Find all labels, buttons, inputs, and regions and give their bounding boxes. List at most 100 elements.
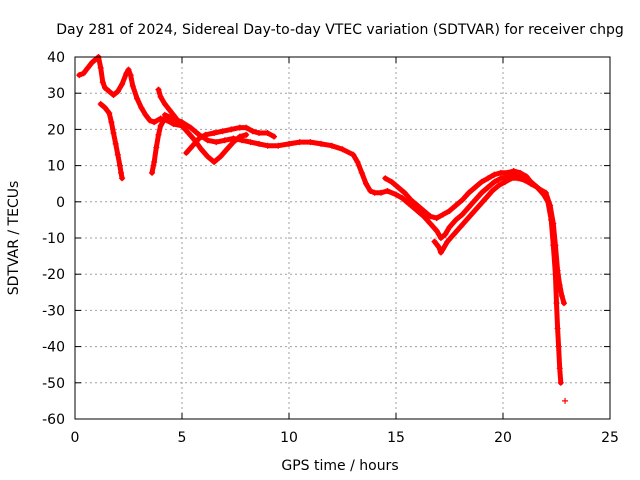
- data-point: [275, 142, 282, 149]
- data-point: [138, 104, 145, 111]
- data-point: [101, 84, 108, 91]
- data-point: [459, 196, 466, 203]
- data-point: [328, 142, 335, 149]
- data-point: [437, 235, 444, 241]
- x-tick-label: 25: [601, 430, 619, 446]
- data-point: [395, 184, 402, 191]
- data-point: [527, 180, 534, 187]
- data-point: [433, 215, 440, 222]
- y-tick-label: 40: [47, 50, 65, 66]
- data-point: [84, 64, 91, 71]
- data-point: [157, 93, 164, 100]
- data-point: [420, 213, 427, 220]
- data-point: [204, 153, 211, 160]
- data-point: [557, 379, 564, 386]
- data-point: [256, 140, 263, 147]
- data-point: [264, 142, 271, 149]
- data-point: [187, 124, 194, 131]
- data-point: [497, 175, 504, 182]
- data-point: [101, 104, 108, 111]
- y-tick-label: -60: [42, 412, 65, 428]
- data-point: [123, 70, 130, 77]
- data-point: [307, 139, 314, 146]
- data-point: [80, 70, 87, 77]
- data-point: [407, 196, 414, 203]
- data-point: [149, 169, 156, 176]
- x-tick-label: 10: [280, 430, 298, 446]
- y-axis-label: SDTVAR / TECUs: [6, 181, 22, 296]
- data-point: [504, 169, 511, 176]
- y-tick-label: -20: [42, 267, 65, 283]
- data-point: [560, 300, 567, 307]
- data-point: [427, 213, 434, 220]
- data-point: [472, 184, 479, 191]
- data-point: [514, 175, 521, 182]
- data-point: [236, 124, 243, 131]
- data-point: [382, 175, 389, 182]
- data-point: [378, 189, 385, 196]
- data-point: [217, 153, 224, 160]
- y-tick-label: 0: [56, 195, 65, 211]
- y-tick-label: -40: [42, 340, 65, 356]
- data-point: [151, 119, 158, 126]
- data-point: [491, 171, 498, 178]
- data-point: [271, 133, 278, 140]
- data-point: [146, 117, 153, 124]
- data-point: [318, 140, 325, 147]
- data-point: [463, 216, 470, 223]
- x-tick-label: 5: [178, 430, 187, 446]
- data-point: [129, 82, 136, 89]
- data-point: [110, 92, 117, 99]
- data-point: [358, 169, 365, 176]
- data-point: [213, 139, 220, 146]
- data-point: [219, 128, 226, 135]
- data-point: [384, 187, 391, 194]
- data-point: [446, 224, 453, 231]
- data-point: [116, 162, 123, 169]
- data-point: [119, 81, 126, 88]
- data-point: [540, 191, 547, 198]
- x-tick-label: 20: [494, 430, 512, 446]
- data-point: [534, 184, 541, 191]
- data-point: [521, 177, 528, 184]
- data-point: [108, 119, 115, 126]
- data-point: [134, 95, 141, 102]
- series-trace-arc-2: [98, 101, 125, 181]
- data-point: [414, 207, 421, 214]
- data-point: [125, 66, 132, 73]
- data-point: [388, 178, 395, 185]
- data-point: [118, 169, 125, 176]
- data-point: [371, 189, 378, 196]
- data-point: [155, 131, 162, 138]
- data-point: [548, 216, 555, 223]
- data-point: [440, 211, 447, 218]
- data-point: [159, 119, 166, 126]
- data-point: [497, 169, 504, 176]
- y-tick-label: 30: [47, 86, 65, 102]
- data-point: [457, 224, 464, 231]
- data-point: [106, 88, 113, 95]
- data-point: [550, 242, 557, 249]
- y-tick-label: -10: [42, 231, 65, 247]
- data-point: [256, 130, 263, 137]
- data-point: [476, 202, 483, 209]
- data-point: [502, 178, 509, 185]
- data-point: [166, 106, 173, 113]
- data-point: [114, 88, 121, 95]
- data-point: [420, 207, 427, 214]
- data-point: [485, 184, 492, 191]
- y-tick-label: 10: [47, 159, 65, 175]
- data-point: [153, 144, 160, 151]
- data-point: [97, 101, 104, 108]
- grid: [75, 57, 610, 419]
- data-point: [452, 202, 459, 209]
- data-point: [558, 292, 565, 299]
- data-point: [106, 110, 113, 117]
- data-point: [230, 135, 237, 142]
- data-point: [228, 126, 235, 133]
- data-point: [444, 238, 451, 245]
- data-point: [459, 211, 466, 218]
- data-point: [495, 182, 502, 189]
